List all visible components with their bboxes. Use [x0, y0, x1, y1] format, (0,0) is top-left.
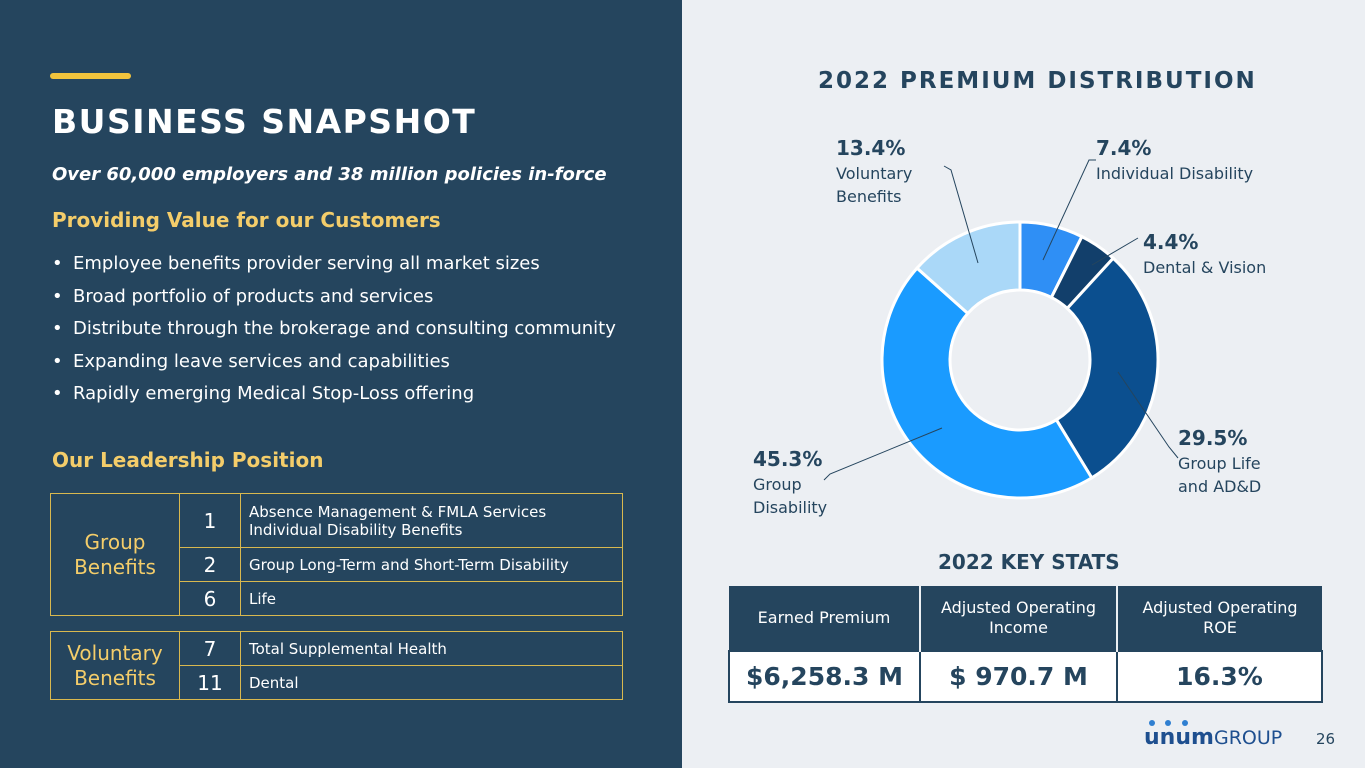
slice-voluntary-benefits: [914, 220, 1022, 316]
ranking-description: Total Supplemental Health: [240, 631, 623, 666]
slice-name: Benefits: [836, 187, 902, 206]
ranking-desc-line: Individual Disability Benefits: [249, 520, 463, 539]
unum-group-logo: unum GROUP: [1144, 720, 1282, 748]
slice-name: Group: [753, 475, 802, 494]
voluntary-benefits-label: Voluntary Benefits: [50, 631, 180, 700]
value-heading: Providing Value for our Customers: [52, 208, 441, 232]
stat-header-line: Adjusted Operating: [940, 598, 1097, 617]
leader-line: [823, 427, 943, 481]
group-benefits-label: Group Benefits: [50, 493, 180, 616]
leadership-heading: Our Leadership Position: [52, 448, 324, 472]
bullet-item: Broad portfolio of products and services: [52, 283, 616, 316]
page-title: BUSINESS SNAPSHOT: [52, 102, 477, 141]
stat-header: Earned Premium: [729, 586, 920, 651]
key-stats-table: Earned Premium Adjusted Operating Income…: [728, 586, 1323, 703]
stat-header: Adjusted Operating ROE: [1116, 586, 1322, 651]
slice-group-life: [1054, 256, 1160, 480]
slice-name: Group Life: [1178, 454, 1261, 473]
ranking-description: Absence Management & FMLA Services Indiv…: [240, 493, 623, 548]
slice-percent: 29.5%: [1178, 426, 1248, 450]
leader-line: [943, 165, 979, 264]
rank-cell: 2: [179, 547, 241, 582]
page-subtitle: Over 60,000 employers and 38 million pol…: [52, 164, 607, 185]
stat-value: $6,258.3 M: [728, 650, 921, 703]
value-bullet-list: Employee benefits provider serving all m…: [52, 250, 616, 413]
stat-header-line: Income: [989, 618, 1048, 637]
slice-name: Individual Disability: [1096, 164, 1254, 183]
bullet-item: Rapidly emerging Medical Stop-Loss offer…: [52, 380, 616, 413]
accent-bar: [50, 73, 131, 79]
slice-name: Voluntary: [836, 164, 913, 183]
rank-cell: 7: [179, 631, 241, 666]
bullet-item: Employee benefits provider serving all m…: [52, 250, 616, 283]
ranking-description: Dental: [240, 665, 623, 700]
voluntary-benefits-table: Voluntary Benefits 7 Total Supplemental …: [50, 631, 623, 700]
slice-name: Disability: [753, 498, 828, 517]
leader-line: [1091, 237, 1139, 266]
stat-header: Adjusted Operating Income: [919, 586, 1117, 651]
label-dental-vision: 4.4% Dental & Vision: [1143, 228, 1266, 279]
leader-line: [1117, 371, 1179, 459]
ranking-description: Group Long-Term and Short-Term Disabilit…: [240, 547, 623, 582]
slice-percent: 13.4%: [836, 136, 906, 160]
rank-cell: 6: [179, 581, 241, 616]
slice-percent: 4.4%: [1143, 230, 1199, 254]
label-voluntary-benefits: 13.4% Voluntary Benefits: [836, 134, 912, 208]
leader-line: [1042, 159, 1096, 261]
slice-group-disability: [880, 265, 1094, 500]
label-individual-disability: 7.4% Individual Disability: [1096, 134, 1253, 185]
page-number: 26: [1316, 730, 1336, 748]
rank-cell: 1: [179, 493, 241, 548]
label-group-disability: 45.3% Group Disability: [753, 445, 827, 519]
key-stats-title: 2022 KEY STATS: [938, 550, 1120, 574]
logo-text-unum: unum: [1144, 725, 1214, 748]
stat-value: $ 970.7 M: [919, 650, 1118, 703]
bullet-item: Expanding leave services and capabilitie…: [52, 348, 616, 381]
stat-header-line: ROE: [1203, 618, 1237, 637]
bullet-item: Distribute through the brokerage and con…: [52, 315, 616, 348]
logo-text-group: GROUP: [1214, 727, 1282, 748]
slice-name: Dental & Vision: [1143, 258, 1267, 277]
ranking-description: Life: [240, 581, 623, 616]
stat-value: 16.3%: [1116, 650, 1323, 703]
group-benefits-table: Group Benefits 1 Absence Management & FM…: [50, 493, 623, 616]
slice-percent: 45.3%: [753, 447, 823, 471]
ranking-desc-line: Absence Management & FMLA Services: [249, 502, 547, 521]
rank-cell: 11: [179, 665, 241, 700]
chart-title: 2022 PREMIUM DISTRIBUTION: [818, 68, 1257, 94]
slice-percent: 7.4%: [1096, 136, 1152, 160]
label-group-life: 29.5% Group Life and AD&D: [1178, 424, 1261, 498]
slice-name: and AD&D: [1178, 477, 1262, 496]
stat-header-line: Adjusted Operating: [1142, 598, 1298, 617]
premium-donut-chart: [823, 159, 1179, 500]
